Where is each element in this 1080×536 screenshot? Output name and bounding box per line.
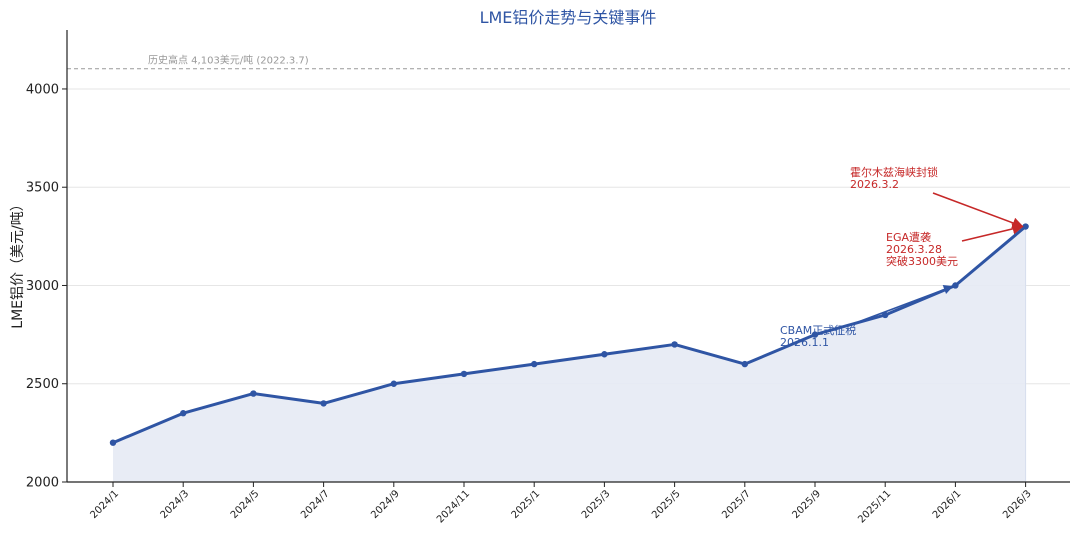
- data-point: [601, 351, 608, 358]
- data-point: [460, 370, 468, 378]
- y-tick-label: 3000: [26, 279, 59, 294]
- annotation-arrow: [961, 223, 1024, 242]
- y-tick-label: 2500: [26, 377, 59, 392]
- x-tick-label: 2025/7: [720, 488, 753, 521]
- y-tick-label: 2000: [26, 476, 59, 491]
- annotation-text: 突破3300美元: [886, 254, 958, 268]
- area-fill: [113, 226, 1026, 482]
- x-tick-label: 2024/1: [88, 488, 121, 521]
- x-tick-label: 2024/11: [435, 488, 472, 525]
- x-tick-label: 2024/9: [369, 488, 402, 521]
- data-point: [741, 360, 748, 368]
- data-point: [109, 439, 117, 446]
- data-point: [320, 400, 327, 407]
- data-point: [952, 282, 959, 289]
- data-point: [250, 390, 257, 397]
- series-line: [112, 225, 1027, 445]
- x-tick-label: 2025/5: [650, 488, 683, 521]
- x-tick-label: 2024/3: [159, 488, 192, 521]
- data-point: [390, 380, 397, 387]
- annotation-text: CBAM正式征税: [780, 323, 856, 337]
- data-point: [1022, 223, 1029, 230]
- data-point: [811, 331, 819, 338]
- data-point: [180, 410, 187, 417]
- chart-title: LME铝价走势与关键事件: [480, 8, 657, 27]
- data-point: [531, 360, 538, 368]
- series-layer: [109, 223, 1029, 446]
- area-fill-layer: [113, 226, 1027, 482]
- x-tick-label: 2025/11: [856, 488, 893, 525]
- reference-label: 历史高点 4,103美元/吨 (2022.3.7): [148, 54, 309, 67]
- x-tick-label: 2025/9: [790, 488, 823, 521]
- x-tick-label: 2026/1: [931, 488, 964, 521]
- x-tick-label: 2024/5: [229, 488, 262, 521]
- annotation-text: EGA遭袭: [886, 230, 931, 244]
- reference-layer: 历史高点 4,103美元/吨 (2022.3.7): [67, 54, 1070, 70]
- y-tick-label: 3500: [26, 181, 59, 196]
- annotation-text: 霍尔木兹海峡封锁: [850, 165, 938, 179]
- annotation-text: 2026.1.1: [780, 336, 829, 349]
- x-tick-label: 2024/7: [299, 488, 332, 521]
- data-point: [882, 311, 889, 319]
- x-tick-label: 2025/1: [510, 488, 543, 521]
- x-tick-label: 2026/3: [1001, 488, 1034, 521]
- y-axis-label: LME铝价（美元/吨）: [10, 197, 26, 328]
- annotation-text: 2026.3.2: [850, 178, 899, 191]
- y-tick-label: 4000: [26, 82, 59, 97]
- annotation-arrow: [932, 192, 1024, 229]
- annotation-arrow: [857, 285, 954, 323]
- x-tick-label: 2025/3: [580, 488, 613, 521]
- annotation-text: 2026.3.28: [886, 243, 942, 256]
- data-point: [671, 341, 678, 348]
